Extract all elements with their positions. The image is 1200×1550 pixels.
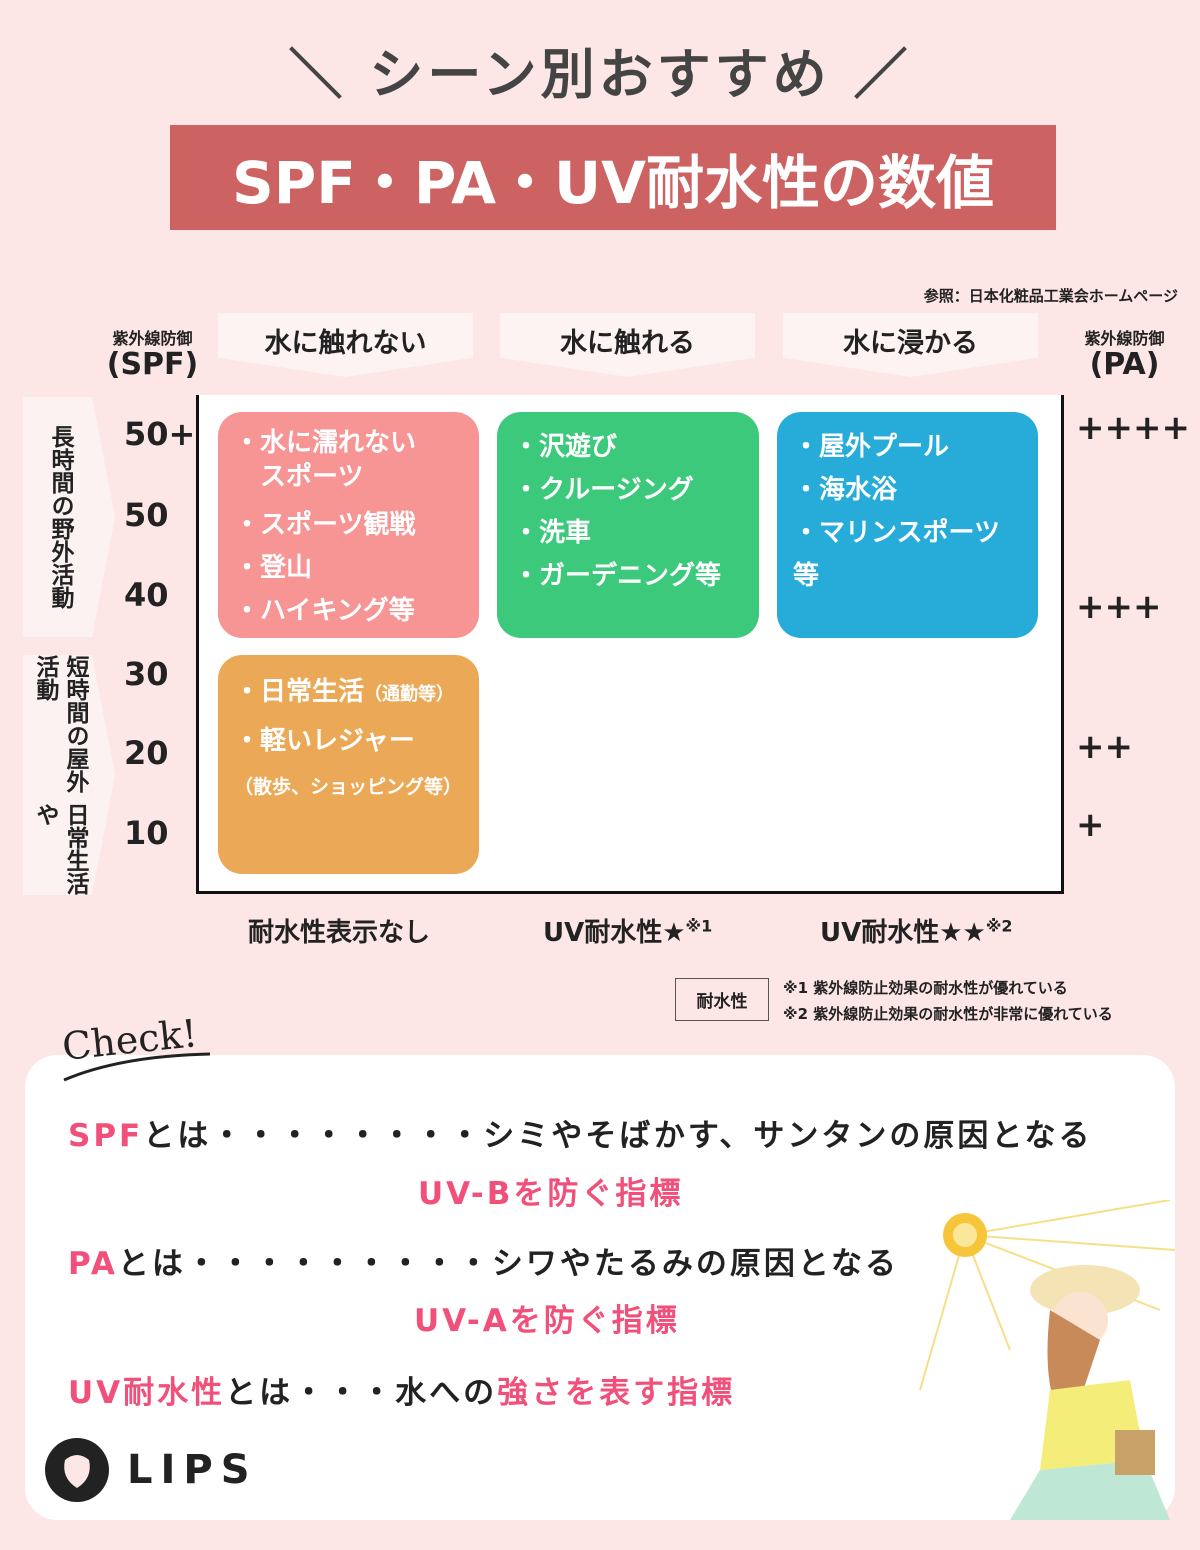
column-header-touch-water: 水に触れる [500, 313, 755, 377]
term: PA [68, 1246, 118, 1282]
scene-item: ・海水浴 [793, 475, 898, 505]
check-underline [63, 1052, 211, 1082]
lips-logo-icon [45, 1438, 109, 1502]
check-highlight-uva: UV-Aを防ぐ指標 [414, 1303, 680, 1339]
definition: とは・・・・・・・・シミやそばかす、サンタンの原因となる [143, 1118, 1093, 1154]
definition: とは・・・水への [225, 1375, 498, 1411]
scene-box-in-water: ・屋外プール ・海水浴 ・マリンスポーツ等 [777, 412, 1038, 638]
spf-tick: 40 [124, 576, 169, 614]
water-resistance-1star: UV耐水性★※1 [543, 912, 712, 949]
title-banner: SPF・PA・UV耐水性の数値 [170, 125, 1056, 230]
water-resistance-none: 耐水性表示なし [248, 912, 430, 949]
spf-tick: 50 [124, 496, 169, 534]
pa-tick: + [1076, 805, 1105, 845]
scene-item-note: （通勤等） [364, 684, 455, 705]
scene-item: （散歩、ショッピング等） [234, 776, 463, 798]
definition: とは・・・・・・・・・シワやたるみの原因となる [117, 1246, 899, 1282]
woman-sun-illustration-icon [919, 1200, 1176, 1520]
check-highlight-uvb: UV-Bを防ぐ指標 [418, 1176, 684, 1212]
pa-axis-label: 紫外線防御 (PA) [1072, 330, 1177, 381]
side-label-text: 短時間の屋外活動 [32, 655, 88, 793]
spf-tick: 30 [124, 655, 169, 693]
pa-tick: ++ [1076, 727, 1133, 767]
side-label-text: 日常生活や [32, 802, 88, 895]
column-header-no-water: 水に触れない [218, 313, 473, 377]
reference-note: 参照：日本化粧品工業会ホームページ [923, 287, 1178, 305]
check-line-spf: SPFとは・・・・・・・・シミやそばかす、サンタンの原因となる [68, 1110, 1092, 1155]
check-panel [25, 1055, 1175, 1520]
check-line-pa: PAとは・・・・・・・・・シワやたるみの原因となる [68, 1238, 899, 1283]
spf-label-small: 紫外線防御 [112, 329, 193, 348]
legend-note: ※1 紫外線防止効果の耐水性が優れている [783, 979, 1068, 997]
scene-item: ・水に濡れない [234, 428, 417, 458]
scene-item: ・軽いレジャー [234, 726, 415, 756]
spf-tick: 20 [124, 734, 169, 772]
term: SPF [68, 1118, 144, 1154]
scene-item: スポーツ [234, 462, 364, 492]
bottom-label: 耐水性表示なし [248, 918, 431, 948]
lips-logo: LIPS [45, 1438, 258, 1502]
scene-item: ・クルージング [513, 475, 694, 505]
term: UV耐水性 [68, 1375, 226, 1411]
side-label-text: 長時間の野外活動 [47, 425, 73, 609]
scene-item-text: ・日常生活 [234, 677, 365, 707]
scene-box-daily: ・日常生活（通勤等） ・軽いレジャー （散歩、ショッピング等） [218, 655, 479, 874]
scene-item: ・ガーデニング等 [513, 561, 722, 591]
pa-tick: +++ [1076, 587, 1162, 627]
legend-note: ※2 紫外線防止効果の耐水性が非常に優れている [783, 1005, 1113, 1023]
legend-box: 耐水性 [675, 978, 769, 1021]
spf-tick: 10 [124, 814, 169, 852]
footnote-mark: ※1 [685, 916, 713, 936]
check-line-uv-water: UV耐水性とは・・・水への強さを表す指標 [68, 1367, 735, 1412]
side-label-daily: 短時間の屋外活動日常生活や [23, 655, 115, 895]
bottom-label: UV耐水性★ [543, 918, 686, 948]
side-label-long-outdoor: 長時間の野外活動 [23, 397, 115, 637]
footnote-mark: ※2 [985, 916, 1013, 936]
scene-item: ・洗車 [513, 518, 592, 548]
scene-item: ・屋外プール [793, 432, 950, 462]
scene-box-touch-water: ・沢遊び ・クルージング ・洗車 ・ガーデニング等 [497, 412, 759, 638]
page-title: ＼ シーン別おすすめ ／ [288, 43, 912, 106]
scene-item: ・ハイキング等 [234, 596, 415, 626]
scene-item: ・マリンスポーツ等 [793, 518, 1000, 591]
bottom-label: UV耐水性★★ [820, 918, 986, 948]
water-resistance-2star: UV耐水性★★※2 [820, 912, 1013, 949]
column-header-in-water: 水に浸かる [783, 313, 1038, 377]
pa-tick: ++++ [1076, 408, 1190, 448]
pa-label-big: (PA) [1089, 346, 1160, 382]
scene-item: ・日常生活（通勤等） [234, 669, 463, 718]
pa-label-small: 紫外線防御 [1084, 329, 1165, 348]
scene-item: ・沢遊び [513, 432, 618, 462]
scene-item: ・スポーツ観戦 [234, 510, 416, 540]
spf-axis-label: 紫外線防御 (SPF) [100, 330, 205, 381]
highlight: 強さを表す指標 [497, 1375, 736, 1411]
spf-label-big: (SPF) [106, 346, 199, 382]
lips-logo-text: LIPS [127, 1447, 258, 1493]
scene-item: ・登山 [234, 553, 313, 583]
scene-box-no-water: ・水に濡れない スポーツ ・スポーツ観戦 ・登山 ・ハイキング等 [218, 412, 479, 638]
spf-tick: 50+ [124, 415, 196, 453]
